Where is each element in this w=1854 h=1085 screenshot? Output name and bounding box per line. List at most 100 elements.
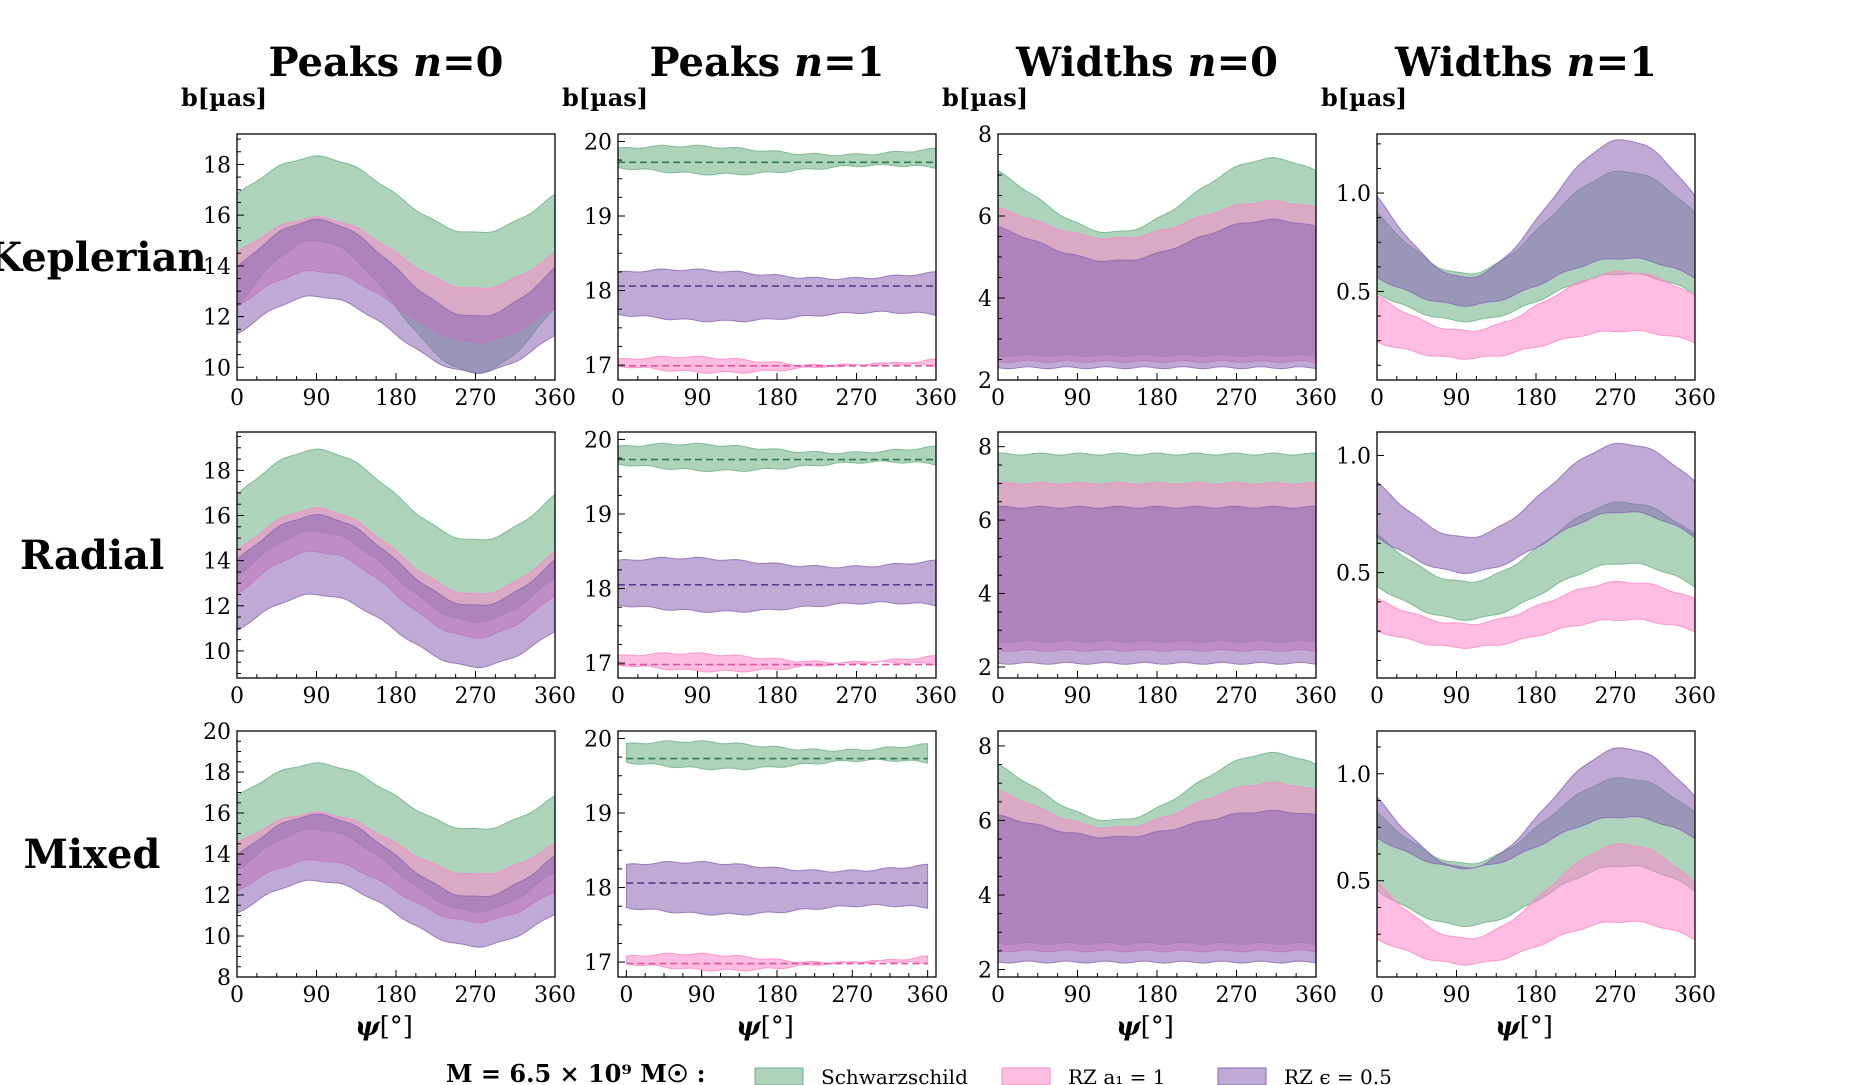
x-tick-label: 90 [303, 684, 331, 709]
x-tick-label: 360 [534, 983, 576, 1008]
panel-mixed-1: 0 90 180 270 360 17 18 19 20 [584, 727, 949, 1008]
band-rz-eps-0-5 [1377, 139, 1695, 307]
y-tick-label: 20 [203, 720, 231, 745]
y-tick-label: 18 [203, 761, 231, 786]
y-tick-label: 14 [203, 550, 231, 575]
y-tick-label: 6 [978, 509, 992, 534]
x-tick-label: 360 [915, 684, 957, 709]
row-title-mixed: Mixed [24, 831, 161, 878]
x-tick-label: 0 [1370, 386, 1384, 411]
panel-keplerian-0: 0 90 180 270 360 10 12 14 16 18 [203, 133, 576, 411]
x-tick-label: 180 [375, 684, 417, 709]
panel-keplerian-1: 0 90 180 270 360 17 18 19 20 [584, 130, 957, 411]
band-rz-eps-0-5 [237, 513, 555, 668]
x-tick-label: 180 [1136, 983, 1178, 1008]
band-rz-eps-0-5 [618, 268, 936, 323]
band-rz-a1-1 [1377, 843, 1695, 966]
x-tick-label: 180 [1515, 386, 1557, 411]
band-rz-a1-1 [618, 652, 936, 673]
band-rz-a1-1 [618, 355, 936, 374]
column-title-3: Widths n=1 [1394, 39, 1657, 86]
band-schwarzschild [618, 144, 936, 176]
x-tick-label: 90 [303, 983, 331, 1008]
band-rz-eps-0-5 [998, 218, 1316, 370]
y-tick-label: 6 [978, 809, 992, 834]
y-tick-label: 10 [203, 356, 231, 381]
x-tick-label: 180 [1136, 386, 1178, 411]
panel-radial-2: 0 90 180 270 360 2 4 6 8 [978, 431, 1337, 709]
y-tick-label: 4 [978, 884, 992, 909]
y-tick-label: 12 [203, 884, 231, 909]
band-rz-eps-0-5 [998, 505, 1316, 665]
panel-radial-1: 0 90 180 270 360 17 18 19 20 [584, 428, 957, 709]
y-tick-label: 14 [203, 255, 231, 280]
x-tick-label: 0 [991, 386, 1005, 411]
x-tick-label: 270 [1216, 983, 1258, 1008]
x-tick-label: 90 [1443, 983, 1471, 1008]
y-tick-label: 0.5 [1336, 280, 1371, 305]
y-tick-label: 14 [203, 843, 231, 868]
band-rz-eps-0-5 [1377, 442, 1695, 575]
y-tick-label: 17 [584, 354, 612, 379]
x-tick-label: 90 [1064, 983, 1092, 1008]
x-tick-label: 0 [230, 983, 244, 1008]
x-tick-label: 360 [534, 684, 576, 709]
x-tick-label: 0 [611, 386, 625, 411]
x-tick-label: 90 [1443, 684, 1471, 709]
x-tick-label: 180 [756, 983, 798, 1008]
x-tick-label: 90 [1064, 684, 1092, 709]
panel-keplerian-3: 0 90 180 270 360 0.5 1.0 [1336, 133, 1716, 411]
band-rz-eps-0-5 [625, 860, 929, 916]
y-tick-label: 18 [203, 153, 231, 178]
legend-label-2: RZ ϵ = 0.5 [1284, 1065, 1392, 1085]
x-tick-label: 270 [1216, 386, 1258, 411]
band-schwarzschild [618, 442, 936, 473]
y-tick-label: 1.0 [1336, 444, 1371, 469]
y-tick-label: 20 [584, 130, 612, 155]
band-rz-eps-0-5 [998, 809, 1316, 964]
y-tick-label: 4 [978, 583, 992, 608]
x-tick-label: 0 [1370, 983, 1384, 1008]
band-schwarzschild [625, 740, 929, 771]
legend-swatch-2 [1217, 1067, 1267, 1085]
x-tick-label: 0 [611, 684, 625, 709]
y-tick-label: 12 [203, 595, 231, 620]
x-tick-label: 90 [688, 983, 716, 1008]
x-tick-label: 270 [831, 983, 873, 1008]
x-tick-label: 270 [455, 386, 497, 411]
band-schwarzschild [1377, 501, 1695, 621]
band-rz-a1-1 [1377, 580, 1695, 650]
y-tick-label: 16 [203, 204, 231, 229]
x-tick-label: 270 [836, 386, 878, 411]
legend-mass-label: M = 6.5 × 10⁹ M☉ : [446, 1059, 706, 1085]
legend-swatch-1 [1001, 1067, 1051, 1085]
x-tick-label: 90 [684, 684, 712, 709]
legend-label-1: RZ a₁ = 1 [1068, 1065, 1165, 1085]
panel-keplerian-2: 0 90 180 270 360 2 4 6 8 [978, 123, 1337, 411]
y-tick-label: 1.0 [1336, 763, 1371, 788]
x-tick-label: 0 [230, 386, 244, 411]
row-title-radial: Radial [20, 532, 164, 579]
row-title-keplerian: Keplerian [0, 234, 207, 281]
x-tick-label: 0 [1370, 684, 1384, 709]
y-tick-label: 8 [978, 735, 992, 760]
band-rz-eps-0-5 [1377, 747, 1695, 870]
x-tick-label: 180 [375, 386, 417, 411]
x-tick-label: 0 [230, 684, 244, 709]
x-axis-label-3: ψ[°] [1495, 1012, 1553, 1042]
y-tick-label: 2 [978, 369, 992, 394]
x-tick-label: 360 [1674, 386, 1716, 411]
panel-mixed-3: 0 90 180 270 360 0.5 1.0 [1336, 730, 1716, 1008]
x-tick-label: 180 [756, 386, 798, 411]
y-tick-label: 10 [203, 925, 231, 950]
x-tick-label: 180 [1136, 684, 1178, 709]
y-tick-label: 18 [584, 877, 612, 902]
y-tick-label: 20 [584, 727, 612, 752]
y-tick-label: 16 [203, 505, 231, 530]
column-title-1: Peaks n=1 [650, 39, 885, 86]
y-unit-label-2: b[µas] [942, 83, 1028, 112]
x-axis-label-0: ψ[°] [355, 1012, 413, 1042]
x-tick-label: 360 [1295, 386, 1337, 411]
y-tick-label: 19 [584, 503, 612, 528]
y-tick-label: 19 [584, 205, 612, 230]
